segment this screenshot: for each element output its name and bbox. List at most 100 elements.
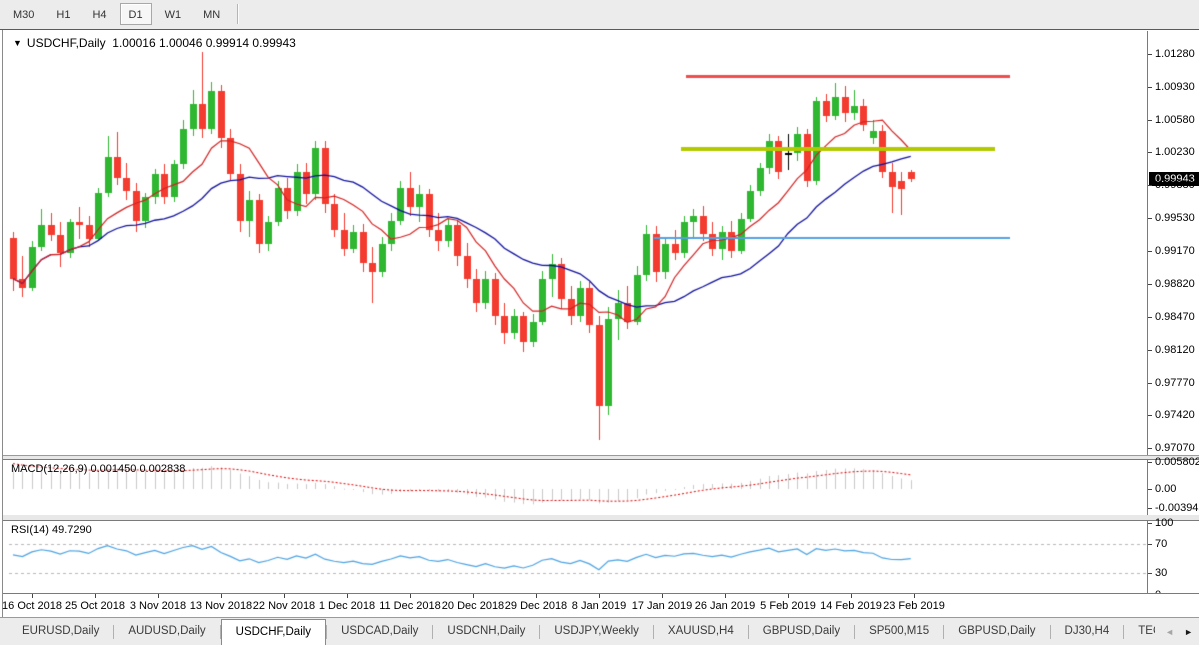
price-axis-tick: [1148, 448, 1152, 450]
date-axis-label: 8 Jan 2019: [571, 600, 627, 612]
price-axis-label: 1.00930: [1155, 80, 1195, 93]
chart-ohlc-values: 1.00016 1.00046 0.99914 0.99943: [112, 36, 296, 50]
date-axis-label: 25 Oct 2018: [65, 600, 125, 612]
price-axis-label: 0.97420: [1155, 409, 1195, 422]
chart-title: ▼ USDCHF,Daily 1.00016 1.00046 0.99914 0.…: [13, 36, 296, 50]
price-axis-label: 0.98820: [1155, 278, 1195, 291]
price-axis-tick: [1148, 119, 1152, 121]
macd-signal-value: 0.002838: [139, 463, 186, 475]
date-axis-tick: [725, 594, 726, 598]
tab-usdcad-3[interactable]: USDCAD,Daily: [341, 625, 419, 637]
price-axis-label: 0.97070: [1155, 442, 1195, 455]
tab-eurusd-0[interactable]: EURUSD,Daily: [22, 625, 100, 637]
date-axis-tick: [284, 594, 285, 598]
tab-usdcnh-4[interactable]: USDCNH,Daily: [447, 625, 526, 637]
rsi-canvas[interactable]: [3, 521, 1147, 593]
timeframe-button-h4[interactable]: H4: [92, 9, 107, 21]
price-axis-tick: [1148, 217, 1152, 219]
date-axis-tick: [473, 594, 474, 598]
date-axis-tick: [158, 594, 159, 598]
macd-axis[interactable]: 0.005802 0.00 -0.003945: [1147, 456, 1199, 515]
tab-separator: [1049, 625, 1051, 639]
price-axis-label: 1.00230: [1155, 146, 1195, 159]
price-chart-canvas[interactable]: [3, 31, 1147, 455]
timeframe-button-mn[interactable]: MN: [203, 9, 221, 21]
chart-tab-bar: EURUSD,Daily AUDUSD,Daily USDCHF,Daily USDC…: [0, 617, 1199, 645]
date-axis-tick: [662, 594, 663, 598]
timeframe-toolbar: M30 H1 H4 D1 W1 MN: [0, 0, 1199, 29]
rsi-axis[interactable]: 10070300: [1147, 517, 1199, 601]
tab-audusd-1[interactable]: AUDUSD,Daily: [128, 625, 206, 637]
panel-splitter[interactable]: [3, 515, 1199, 520]
panel-splitter[interactable]: [3, 455, 1199, 459]
tab-gbpusd-9[interactable]: GBPUSD,Daily: [958, 625, 1036, 637]
date-axis-label: 16 Oct 2018: [2, 600, 62, 612]
tab-separator: [219, 625, 221, 639]
macd-canvas[interactable]: [3, 460, 1147, 515]
tab-separator: [652, 625, 654, 639]
macd-axis-tick: [1148, 489, 1152, 490]
rsi-name: RSI(14): [11, 524, 49, 536]
date-axis[interactable]: 16 Oct 2018 25 Oct 2018 3 Nov 2018 13 Nov 2…: [2, 593, 1199, 618]
tab-dj30-10[interactable]: DJ30,H4: [1064, 625, 1110, 637]
scroll-right-icon[interactable]: ►: [1184, 627, 1193, 637]
rsi-axis-label: 70: [1155, 538, 1168, 551]
price-axis-tick: [1148, 317, 1152, 319]
timeframe-button-w1[interactable]: W1: [164, 9, 182, 21]
price-axis-tick: [1148, 152, 1152, 154]
price-axis-label: 1.00580: [1155, 113, 1195, 126]
price-axis-tick: [1148, 185, 1152, 187]
price-axis-tick: [1148, 349, 1152, 351]
tab-xauusd-6[interactable]: XAUUSD,H4: [667, 625, 734, 637]
price-axis-tick: [1148, 382, 1152, 384]
timeframe-button-d1[interactable]: D1: [119, 3, 152, 25]
rsi-value: 49.7290: [51, 524, 92, 536]
date-axis-label: 26 Jan 2019: [694, 600, 756, 612]
macd-panel: MACD(12,26,9) 0.001450 0.002838 0.005802…: [3, 456, 1199, 515]
timeframe-button-m30[interactable]: M30: [13, 9, 35, 21]
date-axis-tick: [851, 594, 852, 598]
date-axis-tick: [536, 594, 537, 598]
rsi-axis-tick: [1148, 544, 1152, 546]
timeframe-button-h1[interactable]: H1: [56, 9, 71, 21]
price-axis-tick: [1148, 86, 1152, 88]
price-chart-panel: ▼ USDCHF,Daily 1.00016 1.00046 0.99914 0.…: [3, 31, 1199, 455]
price-axis-label: 0.99530: [1155, 211, 1195, 224]
tab-separator: [943, 625, 945, 639]
date-axis-label: 5 Feb 2019: [760, 600, 816, 612]
date-axis-tick: [410, 594, 411, 598]
date-axis-tick: [95, 594, 96, 598]
tab-usdchf-2[interactable]: USDCHF,Daily: [220, 619, 327, 645]
macd-main-value: 0.001450: [90, 463, 137, 475]
scroll-left-icon[interactable]: ◄: [1165, 627, 1175, 637]
price-axis-label: 0.99880: [1155, 179, 1195, 192]
date-axis-tick: [32, 594, 33, 598]
tab-separator: [432, 625, 434, 639]
tab-separator: [539, 625, 541, 639]
tab-separator: [1123, 625, 1125, 639]
window-left-border: [2, 30, 3, 618]
price-axis-label: 1.01280: [1155, 48, 1195, 60]
date-axis-label: 1 Dec 2018: [318, 600, 376, 612]
date-axis-label: 14 Feb 2019: [820, 600, 882, 612]
chart-symbol-label: USDCHF,Daily: [26, 36, 106, 50]
chevron-down-icon[interactable]: ▼: [13, 38, 22, 48]
date-axis-tick: [599, 594, 600, 598]
rsi-axis-tick: [1148, 522, 1152, 524]
macd-axis-label: -0.003945: [1155, 501, 1199, 514]
date-axis-label: 22 Nov 2018: [252, 600, 316, 612]
tab-usdjpy-5[interactable]: USDJPY,Weekly: [554, 625, 639, 637]
date-axis-tick: [221, 594, 222, 598]
macd-axis-label: 0.00: [1155, 483, 1177, 495]
tab-gbpusd-7[interactable]: GBPUSD,Daily: [762, 625, 841, 637]
rsi-panel: RSI(14) 49.7290 10070300: [3, 517, 1199, 601]
tab-separator: [326, 625, 328, 639]
price-axis-tick: [1148, 54, 1152, 55]
toolbar-separator: [237, 4, 240, 24]
tab-sp500-8[interactable]: SP500,M15: [869, 625, 930, 637]
macd-label: MACD(12,26,9) 0.001450 0.002838: [11, 463, 185, 475]
price-axis[interactable]: 0.99943 1.01280 1.00930 1.00580 1.00230 0.99…: [1147, 31, 1199, 455]
tab-scroll-arrows: ◄ ►: [1155, 619, 1199, 645]
macd-axis-tick: [1148, 461, 1152, 463]
